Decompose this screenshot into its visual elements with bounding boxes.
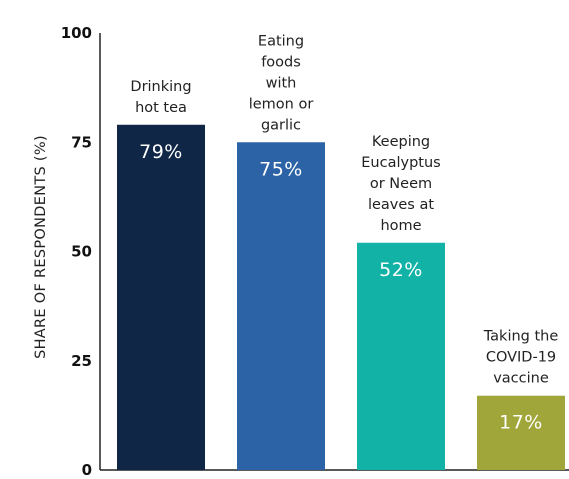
category-label: foods [261,54,301,70]
category-label: Drinking [130,79,191,95]
value-label: 75% [259,158,303,180]
category-label: Keeping [372,134,430,150]
bar [117,124,205,471]
y-axis-label: SHARE OF RESPONDENTS (%) [33,135,49,359]
category-label: vaccine [493,371,549,387]
category-label: Taking the [483,329,559,345]
category-label: Eating [258,33,304,49]
bars [117,124,565,471]
category-labels: Drinking hot tea Eating foods with lemon or ga… [130,33,558,386]
category-label: or Neem [370,176,432,192]
y-tick-label: 75 [71,133,92,151]
value-label: 52% [379,259,423,281]
bar [237,142,325,470]
y-tick-label: 25 [71,352,92,370]
value-label: 79% [139,141,183,163]
category-label: COVID-19 [486,350,556,366]
category-label: with [266,75,297,91]
y-tick-label: 0 [82,461,92,479]
value-label: 17% [499,412,543,434]
value-labels: 79% 75% 52% 17% [139,141,543,434]
category-label: leaves at [368,197,434,213]
category-label: home [380,218,421,234]
category-label: hot tea [135,100,187,116]
y-tick-label: 50 [71,243,92,261]
y-axis-ticks: 0 25 50 75 100 [61,24,92,479]
bar [477,395,565,470]
bar [357,242,445,470]
category-label: lemon or [249,96,314,112]
category-label: garlic [261,117,301,133]
category-label: Eucalyptus [361,155,440,171]
y-tick-label: 100 [61,24,92,42]
